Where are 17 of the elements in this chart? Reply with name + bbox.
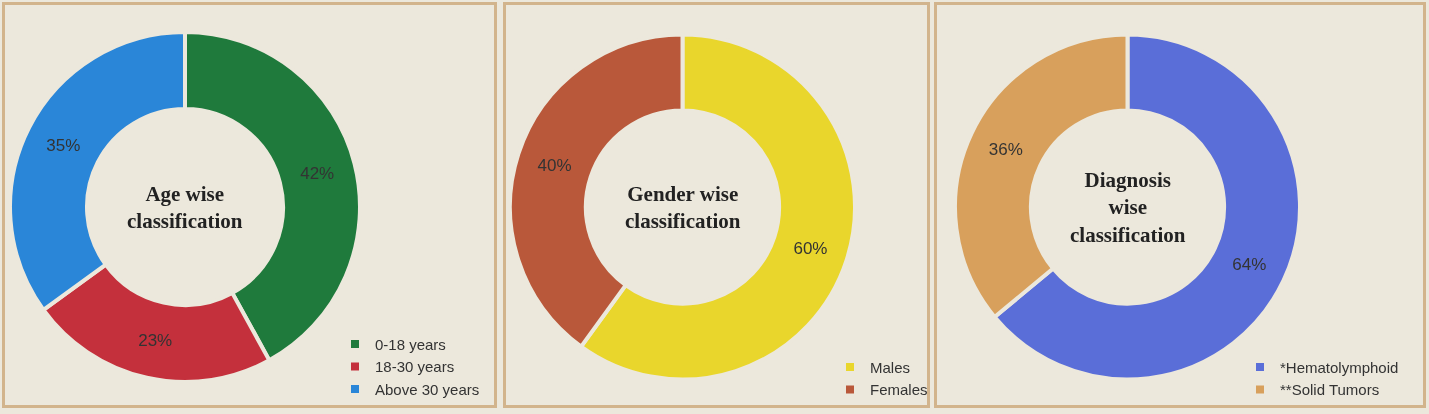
legend-label: Females bbox=[870, 381, 928, 399]
legend-label: *Hematolymphoid bbox=[1280, 358, 1399, 376]
text: Gender wise classification bbox=[625, 182, 741, 234]
legend-label: 18-30 years bbox=[375, 358, 455, 376]
data-label: 40% bbox=[537, 155, 572, 175]
data-label: 64% bbox=[1232, 254, 1267, 274]
legend-label: Above 30 years bbox=[375, 380, 480, 398]
legend-label: 0-18 years bbox=[375, 335, 446, 353]
data-label: 23% bbox=[138, 330, 173, 350]
legend-label: **Solid Tumors bbox=[1280, 381, 1380, 399]
text: Diagnosis wise classification bbox=[1070, 168, 1186, 247]
data-label: 42% bbox=[300, 163, 335, 183]
data-label: 60% bbox=[793, 239, 828, 259]
data-label: 36% bbox=[988, 140, 1023, 160]
legend-label: Males bbox=[870, 358, 911, 376]
text: Age wise classification bbox=[127, 182, 243, 234]
data-label: 35% bbox=[46, 135, 81, 155]
